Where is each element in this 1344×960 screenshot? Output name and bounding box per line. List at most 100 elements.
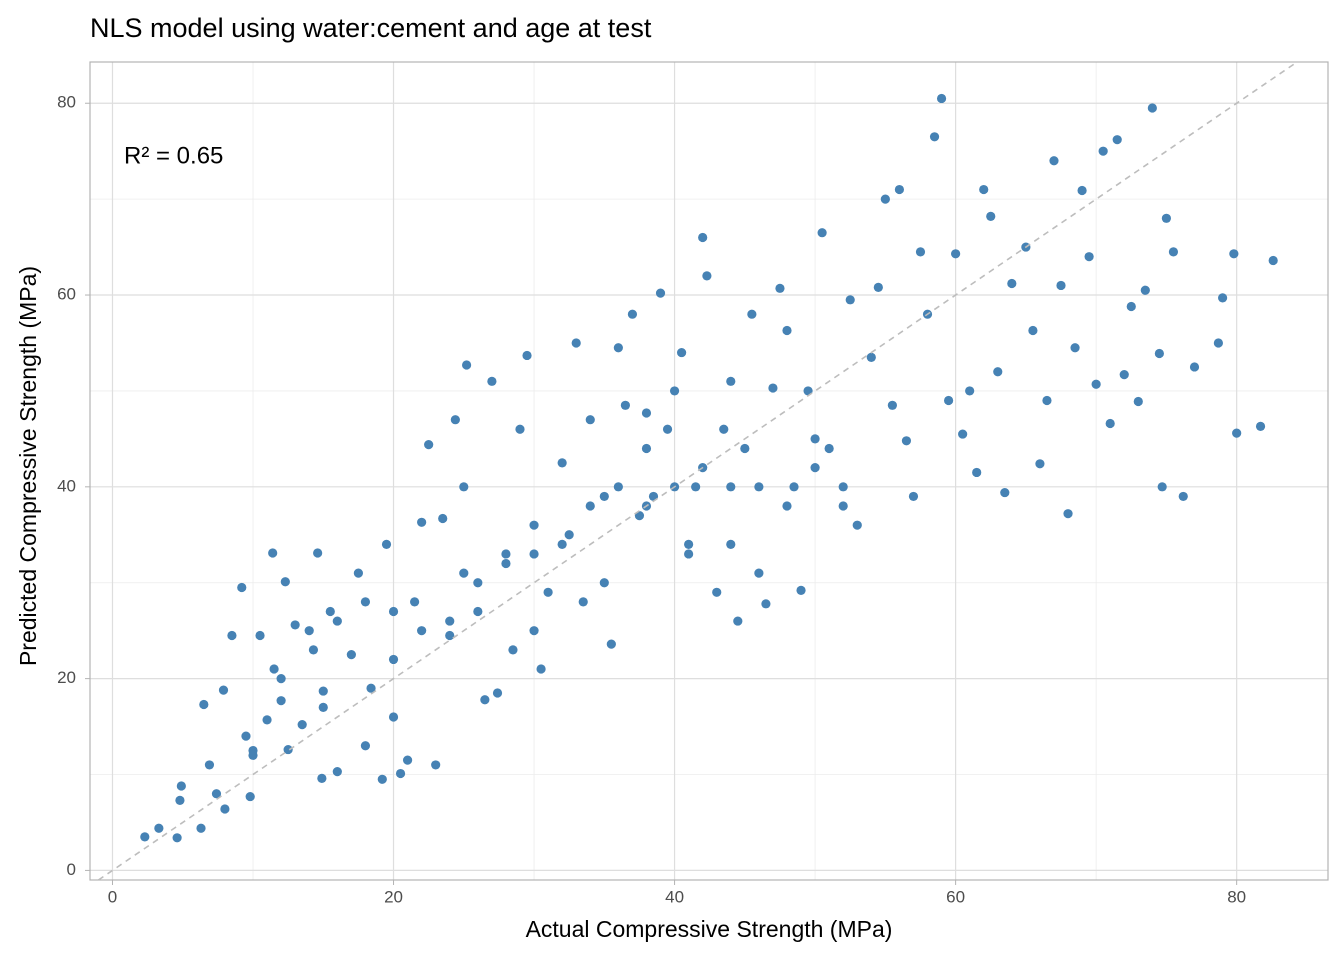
point (543, 587, 553, 597)
point (915, 247, 926, 257)
point (684, 549, 694, 559)
point (585, 415, 595, 425)
point (754, 482, 764, 492)
point (459, 482, 469, 492)
point (325, 606, 335, 617)
y-tick-label: 60 (57, 285, 76, 304)
point (1112, 135, 1122, 145)
point (445, 616, 455, 626)
point (747, 309, 757, 319)
point (353, 568, 363, 578)
point (852, 520, 862, 530)
point (501, 549, 511, 559)
point (241, 731, 251, 741)
point (768, 383, 778, 393)
point (936, 93, 947, 104)
point (627, 309, 638, 319)
point (585, 501, 595, 511)
point (676, 347, 687, 358)
point (1140, 285, 1150, 295)
point (943, 395, 954, 406)
point (1091, 379, 1101, 389)
point (140, 832, 150, 842)
point (1213, 338, 1223, 348)
point (508, 645, 518, 655)
point (262, 715, 272, 725)
point (290, 620, 300, 630)
x-axis-title: Actual Compressive Strength (MPa) (526, 916, 893, 942)
point (613, 343, 623, 353)
point (929, 132, 940, 142)
point (366, 683, 376, 693)
point (313, 548, 323, 558)
y-tick-label: 20 (57, 668, 76, 687)
point (1268, 255, 1278, 266)
point (620, 400, 630, 410)
point (377, 774, 387, 784)
point (599, 491, 609, 502)
point (438, 513, 448, 524)
points (140, 93, 1278, 843)
point (388, 654, 399, 665)
point (796, 585, 806, 595)
point (571, 338, 581, 348)
point (245, 791, 255, 802)
point (557, 458, 567, 468)
point (719, 424, 729, 434)
point (218, 685, 229, 695)
point (176, 781, 186, 791)
point (175, 795, 185, 806)
point (196, 823, 206, 833)
point (1063, 509, 1073, 519)
reference-line (97, 61, 1298, 881)
point (417, 626, 427, 636)
x-tick-label: 80 (1227, 887, 1246, 906)
point (606, 639, 616, 649)
point (304, 626, 314, 636)
point (283, 744, 293, 755)
point (381, 539, 392, 549)
point (346, 650, 356, 660)
point (1007, 278, 1017, 289)
point (1098, 146, 1108, 156)
point (810, 434, 820, 444)
point (227, 630, 237, 641)
chart-title: NLS model using water:cement and age at … (90, 13, 652, 43)
point (480, 695, 490, 705)
point (838, 482, 848, 492)
point (1042, 395, 1052, 406)
point (255, 630, 265, 641)
point (712, 587, 722, 597)
point (360, 597, 371, 607)
point (450, 415, 460, 425)
point (1168, 247, 1179, 257)
point (1178, 491, 1188, 502)
point (979, 184, 989, 195)
point (740, 443, 750, 454)
point (459, 568, 469, 578)
point (887, 400, 897, 410)
point (824, 443, 834, 454)
point (220, 804, 230, 814)
point (332, 767, 342, 777)
point (388, 712, 399, 722)
point (1161, 213, 1171, 223)
point (993, 367, 1003, 377)
point (276, 674, 286, 684)
point (1084, 252, 1094, 262)
point (1126, 301, 1136, 312)
point (1105, 418, 1115, 429)
point (641, 443, 652, 454)
x-tick-label: 40 (665, 887, 684, 906)
x-tick-label: 20 (384, 887, 403, 906)
point (698, 232, 708, 243)
y-tick-label: 80 (57, 93, 76, 112)
point (702, 271, 712, 281)
point (529, 549, 539, 559)
point (782, 325, 792, 336)
point (280, 577, 290, 587)
point (461, 360, 472, 370)
point (845, 295, 855, 305)
point (880, 194, 890, 204)
